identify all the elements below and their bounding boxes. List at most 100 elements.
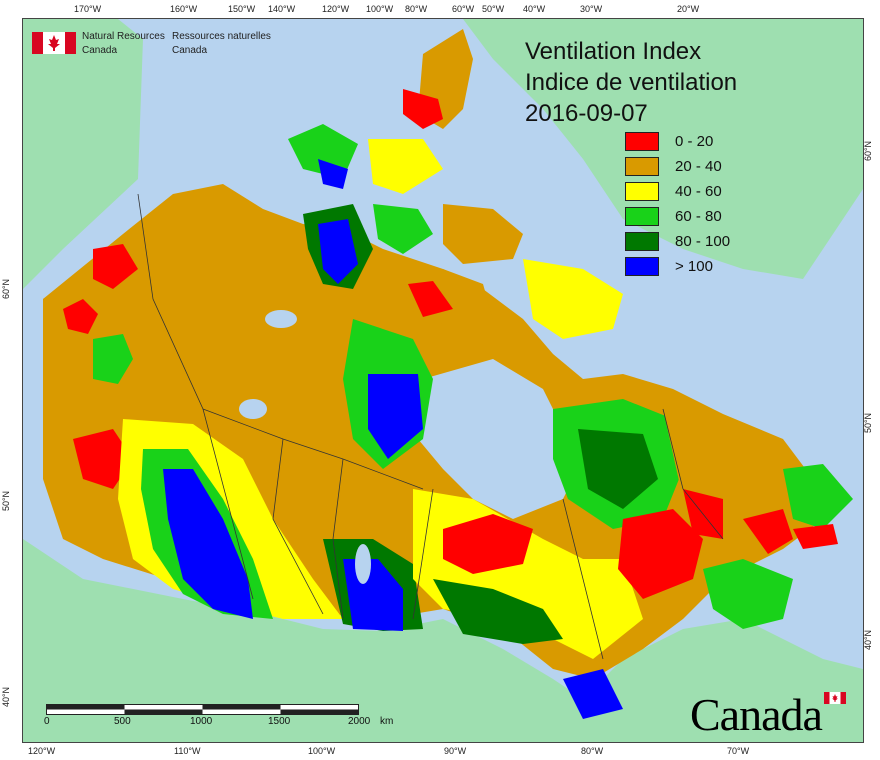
province-borders	[137, 193, 724, 660]
arctic-island-green	[288, 124, 358, 179]
border-sk-mb	[332, 458, 344, 620]
baffin-red	[408, 281, 453, 317]
legend-item: 80 - 100	[625, 232, 775, 252]
great-lakes-blue	[563, 669, 623, 719]
title-line2: Indice de ventilation	[525, 69, 738, 96]
newfoundland-red	[793, 524, 838, 549]
legend-swatch	[625, 257, 659, 276]
map-canvas	[23, 19, 863, 742]
lake-winnipeg	[355, 544, 371, 584]
great-slave-lake	[239, 399, 267, 419]
legend-item: 40 - 60	[625, 182, 775, 202]
top-lon-label: 140°W	[268, 4, 296, 14]
ontario-dkgreen	[433, 579, 563, 644]
top-lon-label: 60°W	[452, 4, 475, 14]
bottom-lon-label: 80°W	[581, 746, 604, 756]
bottom-lon-label: 70°W	[727, 746, 750, 756]
nwt-red-west	[93, 244, 138, 289]
greenland-land	[463, 19, 863, 279]
legend-label: 60 - 80	[675, 208, 722, 225]
border-ab-sk	[272, 438, 324, 615]
legend-swatch	[625, 132, 659, 151]
legend-item: > 100	[625, 257, 775, 277]
legend-item: 0 - 20	[625, 132, 775, 152]
hudson-bay	[418, 359, 583, 519]
title-date: 2016-09-07	[525, 100, 648, 127]
legend-label: 40 - 60	[675, 183, 722, 200]
border-nu-mb	[342, 458, 424, 490]
usa-land	[23, 539, 863, 742]
ellesmere-red	[403, 89, 443, 129]
legend-label: 20 - 40	[675, 158, 722, 175]
legend-item: 60 - 80	[625, 207, 775, 227]
bc-red	[73, 429, 133, 489]
bottom-lon-label: 110°W	[174, 746, 201, 756]
agency-name-fr: Ressources naturelles Canada	[172, 30, 271, 58]
top-lon-label: 170°W	[74, 4, 102, 14]
border-on-qc	[562, 498, 604, 660]
yukon-red	[63, 299, 98, 334]
left-lat-label: 40°N	[1, 686, 12, 708]
scale-label: 2000	[348, 716, 371, 727]
top-lon-label: 80°W	[405, 4, 428, 14]
canada-wordmark: Canada	[690, 689, 823, 740]
scale-label: 1000	[190, 716, 213, 727]
scale-label: 1500	[268, 716, 291, 727]
bottom-lon-label: 120°W	[28, 746, 56, 756]
right-lat-label: 50°N	[863, 412, 874, 434]
ventilation-index-map	[22, 18, 864, 743]
arctic-island-yellow	[368, 139, 443, 194]
ontario-red	[443, 514, 533, 574]
legend-label: 0 - 20	[675, 133, 714, 150]
agency-name-en-line1: Natural Resources	[82, 31, 165, 42]
top-lon-label: 160°W	[170, 4, 198, 14]
scale-label: 500	[114, 716, 131, 727]
legend-swatch	[625, 207, 659, 226]
right-lat-label: 40°N	[863, 629, 874, 651]
victoria-blue	[318, 219, 358, 284]
agency-name-en: Natural Resources Canada	[82, 30, 165, 58]
legend-label: 80 - 100	[675, 233, 731, 250]
agency-name-en-line2: Canada	[82, 45, 118, 56]
bottom-lon-label: 100°W	[308, 746, 336, 756]
bottom-lon-label: 90°W	[444, 746, 467, 756]
arctic-island-blue	[318, 159, 348, 189]
legend-label: > 100	[675, 258, 713, 275]
quebec-dkgreen	[578, 429, 658, 509]
scale-bar-graphic	[46, 704, 359, 715]
labrador-red	[743, 509, 793, 554]
top-lon-label: 20°W	[677, 4, 700, 14]
great-bear-lake	[265, 310, 297, 328]
scale-label: 0	[44, 716, 50, 727]
title-line1: Ventilation Index	[525, 38, 702, 65]
right-lat-label: 60°N	[863, 140, 874, 162]
agency-name-fr-line2: Canada	[172, 45, 208, 56]
top-lon-label: 150°W	[228, 4, 256, 14]
top-lon-label: 30°W	[580, 4, 603, 14]
left-lat-label: 50°N	[1, 490, 12, 512]
newfoundland-green	[783, 464, 853, 529]
maritimes-green	[703, 559, 793, 629]
alaska-land	[23, 19, 143, 289]
top-lon-label: 50°W	[482, 4, 505, 14]
legend-swatch	[625, 182, 659, 201]
legend-item: 20 - 40	[625, 157, 775, 177]
scale-bar: 0 500 1000 1500 2000 km	[44, 704, 426, 730]
kivalliq-blue	[368, 374, 423, 459]
agency-signature: Natural Resources Canada Ressources natu…	[32, 30, 292, 60]
canada-flag-icon	[32, 32, 76, 54]
baffin-north	[443, 204, 523, 264]
prince-of-wales-green	[373, 204, 433, 254]
border-bc-ab	[137, 193, 254, 600]
top-lon-label: 100°W	[366, 4, 394, 14]
yukon-green	[93, 334, 133, 384]
map-title: Ventilation Index Indice de ventilation …	[525, 36, 737, 129]
border-mb-on	[412, 488, 434, 620]
legend-swatch	[625, 157, 659, 176]
quebec-red	[618, 509, 703, 599]
top-lon-label: 40°W	[523, 4, 546, 14]
alberta-blue	[163, 469, 253, 619]
agency-name-fr-line1: Ressources naturelles	[172, 31, 271, 42]
legend-swatch	[625, 232, 659, 251]
